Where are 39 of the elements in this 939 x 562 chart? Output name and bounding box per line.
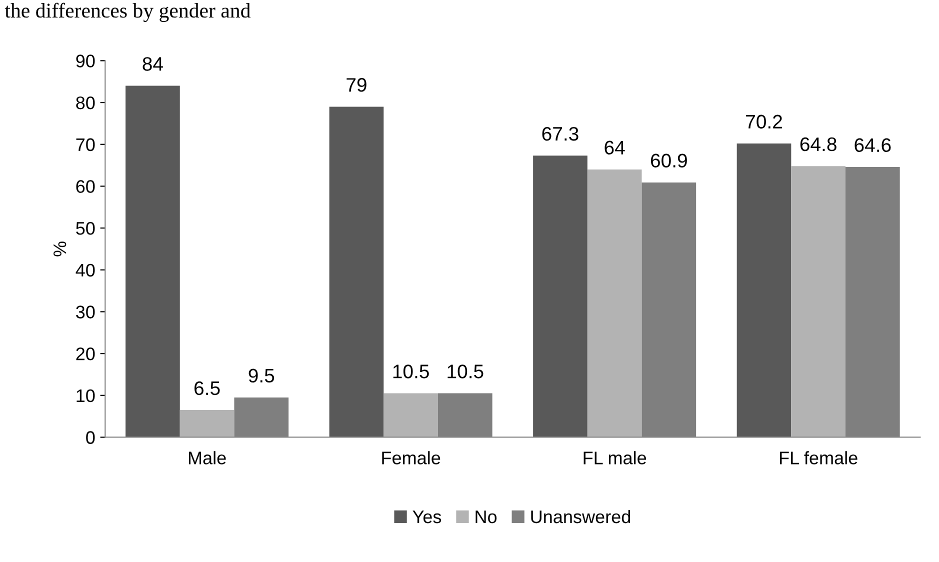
bar: [791, 166, 846, 438]
y-tick-label: 20: [76, 347, 95, 360]
bar: [126, 86, 180, 438]
y-tick-label: 70: [76, 138, 95, 152]
bar: [736, 144, 792, 438]
bar: [384, 393, 438, 438]
y-tick-label: 90: [76, 54, 95, 68]
data-label: 84: [142, 57, 163, 71]
data-label: 64.8: [800, 137, 836, 152]
legend-label: Yes: [412, 510, 442, 524]
bar: [329, 106, 384, 438]
bar: [180, 410, 234, 438]
data-label: 79: [346, 78, 366, 92]
data-label: 64.6: [854, 138, 891, 152]
data-label: 67.3: [542, 126, 578, 141]
bar: [587, 169, 642, 438]
data-label: 10.5: [393, 364, 429, 378]
y-tick-label: 0: [86, 431, 95, 444]
x-tick-label: FL male: [584, 451, 646, 464]
y-tick-label: 60: [76, 180, 95, 193]
text: the differences by gender and: [4, 2, 250, 22]
legend-label: No: [476, 510, 497, 524]
x-tick-label: Male: [188, 451, 226, 464]
legend-label: Unanswered: [531, 510, 630, 524]
data-label: 70.2: [746, 114, 782, 129]
data-label: 9.5: [248, 368, 274, 383]
y-tick-label: 10: [76, 389, 95, 402]
y-tick-label: 50: [76, 222, 95, 235]
data-label: 6.5: [194, 381, 220, 396]
data-label: 60.9: [650, 154, 687, 168]
x-tick-label: Female: [382, 451, 440, 464]
bar: [533, 156, 588, 438]
y-tick-label: 40: [76, 264, 95, 277]
x-tick-label: FL female: [780, 451, 858, 464]
data-label: 10.5: [448, 364, 484, 378]
y-tick-label: 30: [76, 306, 95, 318]
y-tick-label: 80: [76, 96, 95, 110]
y-axis-title: %: [54, 242, 66, 256]
data-label: 64: [604, 140, 625, 155]
